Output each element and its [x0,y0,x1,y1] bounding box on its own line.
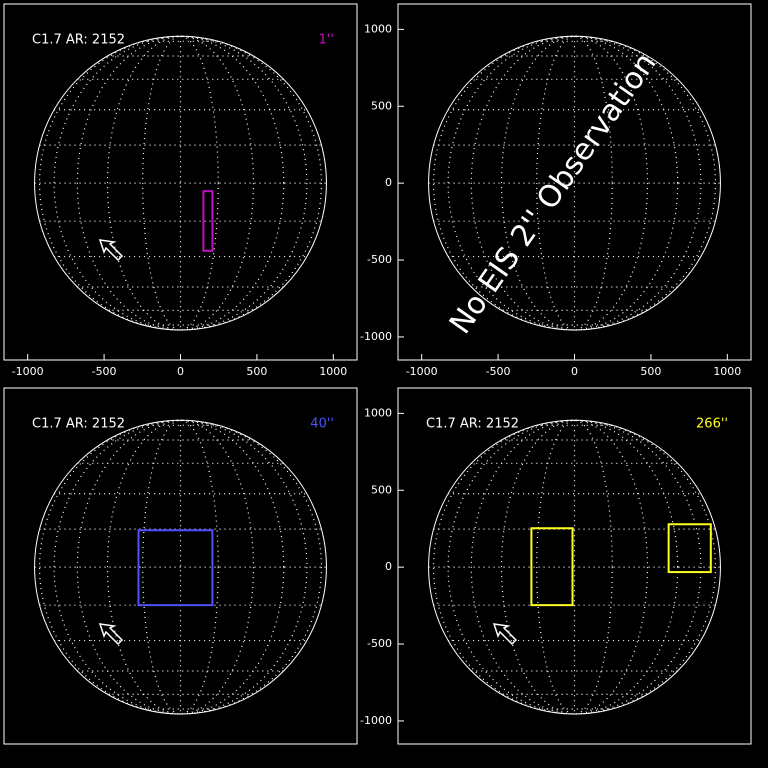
annotation: No EIS 2'' Observation [443,46,664,340]
resolution-label: 266'' [696,417,728,432]
y-tick-label: -1000 [360,330,392,343]
resolution-label: 40'' [310,417,334,432]
x-tick-label: -1000 [12,365,44,378]
meridian [536,35,613,331]
arrow [492,623,518,646]
x-tick-label: 0 [177,365,184,378]
meridian [142,35,219,331]
y-tick-label: 0 [385,176,392,189]
meridian [76,35,285,331]
panel: -1000 -500 0 500 1000 C1.7 AR: 2152 266'' [360,387,752,745]
x-tick-label: 500 [640,365,661,378]
meridian [432,35,717,331]
meridian [38,35,323,331]
meridian [447,35,702,331]
x-tick-label: 1000 [713,365,741,378]
meridian [500,419,649,715]
meridian [432,419,717,715]
arrow [98,623,124,646]
x-tick-label: -500 [486,365,511,378]
y-tick-label: -500 [367,253,392,266]
meridian [106,35,255,331]
meridian [76,419,285,715]
flare-label: C1.7 AR: 2152 [32,417,125,432]
raster-box [667,523,712,574]
resolution-label: 1'' [319,33,334,48]
y-tick-label: 1000 [364,406,392,419]
meridian [500,35,649,331]
x-tick-label: -1000 [406,365,438,378]
arrow [98,239,124,262]
x-tick-label: 500 [246,365,267,378]
meridian [106,419,255,715]
meridian [536,419,613,715]
panel-frame [3,387,358,745]
raster-box [137,529,214,607]
raster-box [530,527,574,607]
meridian [53,35,308,331]
panel: -1000 -500 0 500 1000 -1000 -500 0 500 1000 No EIS… [360,3,752,378]
panel-frame [397,387,752,745]
y-tick-label: -1000 [360,714,392,727]
y-tick-label: -500 [367,637,392,650]
meridian [53,419,308,715]
y-tick-label: 1000 [364,22,392,35]
x-tick-label: 1000 [319,365,347,378]
meridian [38,419,323,715]
y-tick-label: 0 [385,560,392,573]
raster-box [202,190,214,252]
meridian [470,419,679,715]
meridian [470,35,679,331]
x-tick-label: 0 [571,365,578,378]
meridian [142,419,219,715]
y-tick-label: 500 [371,99,392,112]
y-tick-label: 500 [371,483,392,496]
x-tick-label: -500 [92,365,117,378]
meridian [447,419,702,715]
panel: -1000 -500 0 500 1000 C1.7 AR: 2152 1'' [3,3,358,378]
flare-label: C1.7 AR: 2152 [426,417,519,432]
panel: C1.7 AR: 2152 40'' [3,387,358,745]
flare-label: C1.7 AR: 2152 [32,33,125,48]
